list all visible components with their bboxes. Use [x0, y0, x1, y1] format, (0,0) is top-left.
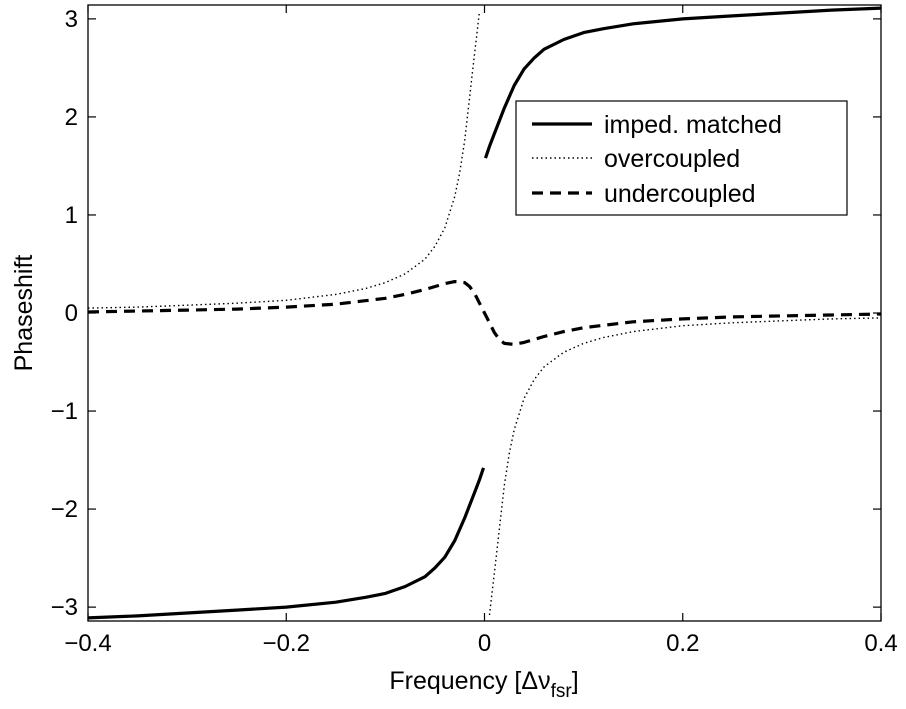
series-line-overcoupled-branch-2 — [488, 317, 881, 616]
legend-label-overcoupled: overcoupled — [604, 145, 740, 173]
plot-frame — [87, 4, 882, 622]
x-axis-label-main: Frequency [Δν — [389, 667, 550, 695]
series-line-overcoupled — [88, 10, 481, 309]
series-line-undercoupled — [88, 280, 881, 346]
series-layer — [88, 6, 881, 620]
x-tick-label: 0 — [478, 630, 491, 657]
y-tick-label: 0 — [65, 300, 78, 327]
x-tick-label: −0.2 — [263, 630, 310, 657]
x-axis-label-close: ] — [572, 667, 579, 695]
series-line-imped-matched-branch-2 — [483, 6, 881, 159]
tick-layer: −0.4 −0.2 0 0.2 0.4 −3 −2 −1 0 1 2 3 — [51, 5, 898, 657]
y-tick-label: 3 — [65, 6, 78, 33]
y-tick-label: −2 — [51, 496, 78, 523]
series-line-imped-matched — [88, 467, 486, 620]
legend: imped. matched overcoupled undercoupled — [515, 100, 848, 216]
legend-label-imped-matched: imped. matched — [604, 111, 782, 139]
x-tick-label: −0.4 — [64, 630, 111, 657]
x-axis-label: Frequency [Δνfsr] — [389, 667, 578, 702]
x-tick-label: 0.4 — [864, 630, 897, 657]
y-axis-label: Phaseshift — [10, 255, 38, 372]
legend-box — [515, 100, 848, 216]
legend-label-undercoupled: undercoupled — [604, 180, 756, 208]
y-tick-label: 1 — [65, 202, 78, 229]
y-tick-label: −1 — [51, 398, 78, 425]
x-tick-label: 0.2 — [666, 630, 699, 657]
x-axis-label-subscript: fsr — [551, 681, 573, 702]
y-tick-label: −3 — [51, 594, 78, 621]
y-tick-label: 2 — [65, 104, 78, 131]
